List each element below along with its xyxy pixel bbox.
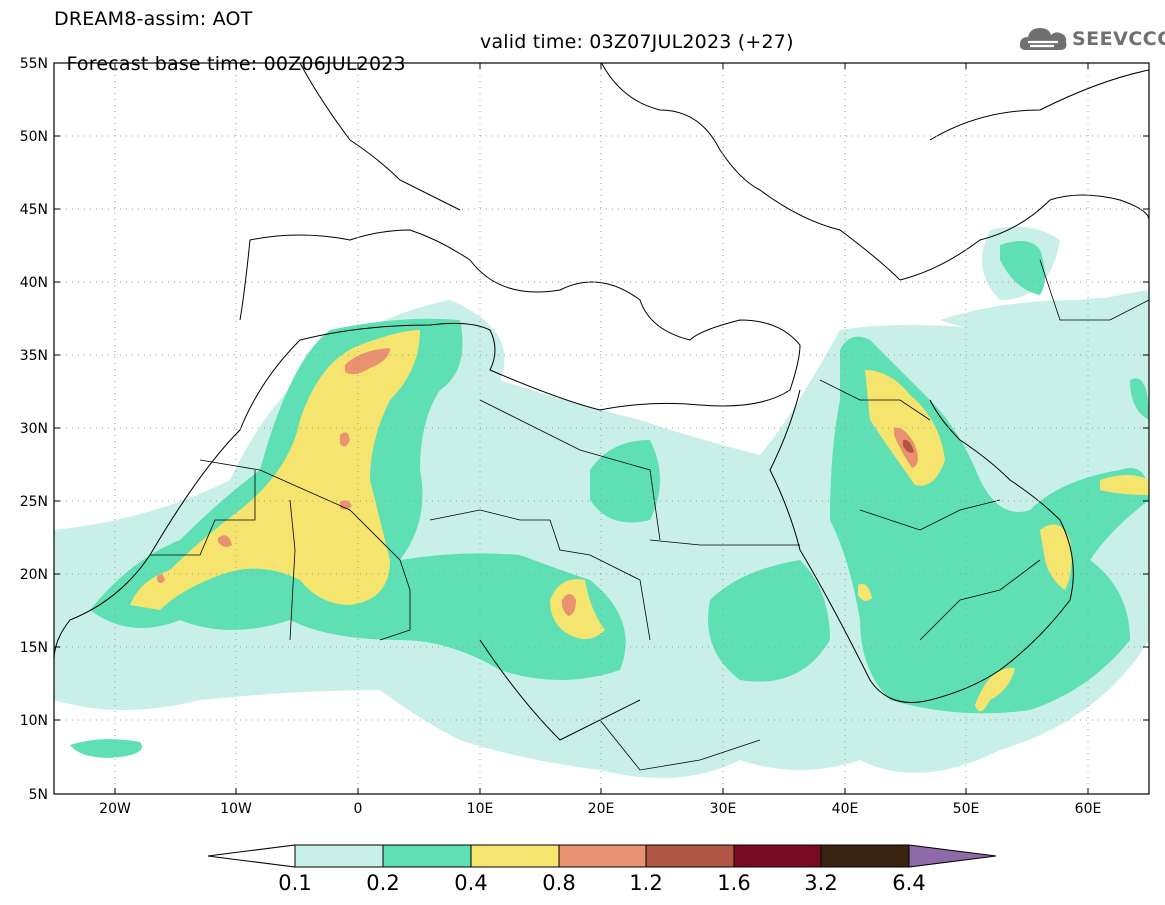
colorbar-segment-below bbox=[207, 844, 296, 868]
lat-label: 25N bbox=[20, 494, 48, 510]
coastlines bbox=[54, 63, 1149, 741]
lat-label: 30N bbox=[20, 421, 48, 437]
colorbar-segment bbox=[645, 844, 735, 868]
colorbar-label: 1.2 bbox=[629, 871, 662, 895]
aot-contour-1p2 bbox=[903, 439, 914, 453]
lat-label: 55N bbox=[20, 56, 48, 72]
lon-label: 10W bbox=[220, 801, 252, 817]
colorbar-label: 0.4 bbox=[454, 871, 487, 895]
logo-text: SEEVCCC bbox=[1072, 28, 1165, 50]
seevccc-logo: SEEVCCC bbox=[1018, 22, 1165, 56]
lon-label: 0 bbox=[354, 801, 363, 817]
country-borders bbox=[150, 259, 1149, 771]
valid-time-text: valid time: 03Z07JUL2023 (+27) bbox=[480, 31, 794, 53]
lon-label: 20W bbox=[99, 801, 131, 817]
lon-label: 10E bbox=[467, 801, 494, 817]
longitude-labels: 20W 10W 0 10E 20E 30E 40E 50E 60E bbox=[99, 801, 1101, 817]
aot-field bbox=[54, 63, 1149, 794]
axis-ticks bbox=[54, 62, 1149, 795]
forecast-base-time: Forecast base time: 00Z06JUL2023 valid t… bbox=[54, 31, 793, 97]
lat-label: 15N bbox=[20, 640, 48, 656]
colorbar-segment bbox=[733, 844, 822, 868]
lat-label: 5N bbox=[29, 787, 48, 803]
colorbar-label: 6.4 bbox=[892, 871, 925, 895]
lat-lon-grid bbox=[54, 63, 1149, 794]
lat-label: 10N bbox=[20, 713, 48, 729]
colorbar-segment bbox=[294, 844, 384, 868]
colorbar-label: 3.2 bbox=[804, 871, 837, 895]
colorbar-segment bbox=[382, 844, 472, 868]
lon-label: 20E bbox=[588, 801, 615, 817]
lon-label: 50E bbox=[953, 801, 980, 817]
colorbar-segment bbox=[820, 844, 910, 868]
colorbar-segment-above bbox=[908, 844, 997, 868]
latitude-labels: 55N 50N 45N 40N 35N 30N 25N 20N 15N 10N … bbox=[20, 56, 48, 803]
colorbar-label: 0.8 bbox=[542, 871, 575, 895]
lat-label: 35N bbox=[20, 348, 48, 364]
colorbar-labels: 0.1 0.2 0.4 0.8 1.2 1.6 3.2 6.4 bbox=[278, 871, 925, 895]
colorbar bbox=[207, 844, 997, 868]
base-time-text: Forecast base time: 00Z06JUL2023 bbox=[66, 53, 406, 75]
lon-label: 40E bbox=[832, 801, 859, 817]
colorbar-segment bbox=[558, 844, 647, 868]
lon-label: 30E bbox=[710, 801, 737, 817]
lat-label: 50N bbox=[20, 129, 48, 145]
cloud-icon bbox=[1019, 28, 1067, 50]
colorbar-label: 1.6 bbox=[717, 871, 750, 895]
map-title: DREAM8-assim: AOT bbox=[54, 8, 253, 30]
lat-label: 40N bbox=[20, 275, 48, 291]
colorbar-label: 0.1 bbox=[278, 871, 311, 895]
colorbar-label: 0.2 bbox=[366, 871, 399, 895]
colorbar-segment bbox=[470, 844, 560, 868]
lat-label: 20N bbox=[20, 567, 48, 583]
lon-label: 60E bbox=[1075, 801, 1102, 817]
lat-label: 45N bbox=[20, 202, 48, 218]
aot-contour-0p4 bbox=[130, 330, 1149, 712]
